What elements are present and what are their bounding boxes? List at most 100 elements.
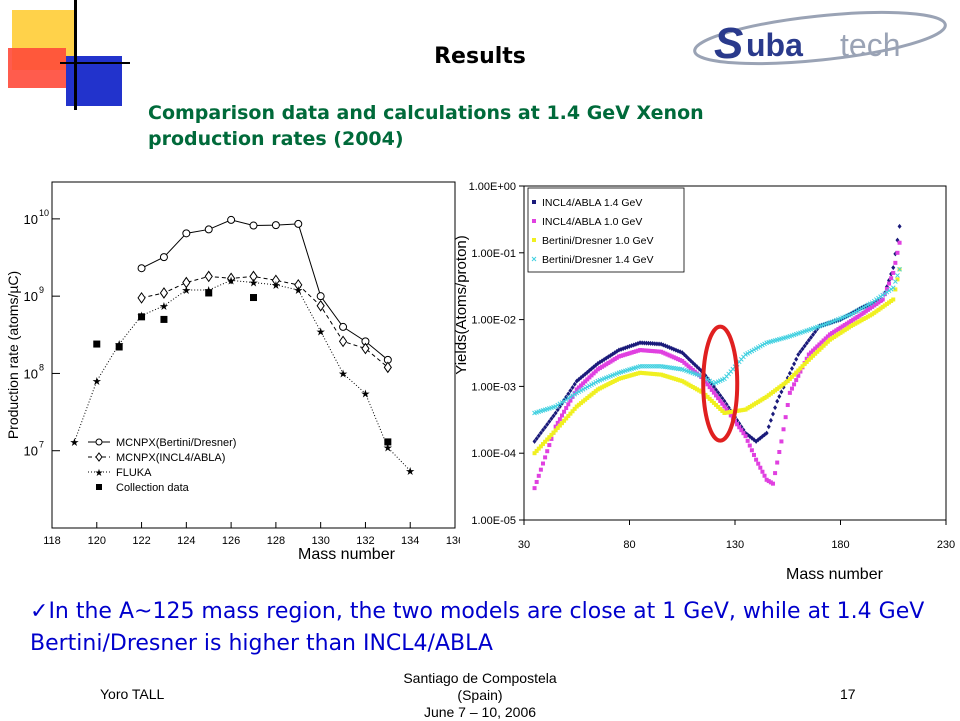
left-point [250, 294, 257, 302]
right-chart-xlabel: Mass number [786, 566, 883, 583]
right-series-1 [532, 240, 902, 491]
right-point [566, 402, 571, 407]
right-point [857, 313, 862, 318]
right-point [540, 461, 545, 466]
left-legend-label: MCNPX(Bertini/Dresner) [116, 437, 236, 449]
right-point [625, 344, 630, 350]
right-point [724, 401, 729, 407]
right-point [585, 377, 590, 382]
left-point: ★ [271, 280, 281, 292]
right-point [650, 371, 655, 376]
right-point [891, 297, 896, 302]
right-point [652, 349, 657, 354]
right-point [627, 351, 632, 356]
left-point [249, 221, 258, 230]
left-point [227, 215, 236, 224]
right-point [781, 427, 786, 432]
right-point [563, 397, 569, 403]
right-y-tick-label: 1.00E-01 [471, 248, 516, 260]
right-point [716, 390, 721, 396]
right-point [661, 373, 666, 378]
svg-text:S: S [714, 19, 743, 68]
right-point [783, 380, 788, 385]
right-point [741, 431, 746, 436]
right-point [680, 379, 685, 384]
right-point [817, 342, 822, 347]
right-point [608, 359, 613, 364]
right-point [813, 329, 818, 335]
right-point [711, 390, 716, 395]
right-point [874, 301, 879, 306]
left-point [316, 299, 325, 312]
right-point [764, 430, 769, 436]
footer-center: Santiago de Compostela (Spain) June 7 – … [380, 670, 580, 721]
left-point: ★ [226, 275, 236, 287]
right-point [612, 378, 617, 383]
right-point [787, 376, 792, 381]
right-point [676, 377, 681, 382]
right-point [779, 439, 784, 444]
right-point [555, 407, 560, 413]
right-point [747, 433, 752, 439]
left-point [271, 274, 280, 287]
right-point [565, 395, 571, 401]
right-point [568, 411, 573, 416]
right-point [720, 408, 725, 413]
right-point [836, 332, 841, 337]
subatech-logo: S uba tech [690, 0, 950, 80]
right-point [644, 340, 649, 346]
right-point [650, 349, 655, 354]
right-point [549, 436, 554, 441]
left-point [160, 315, 168, 323]
right-point [737, 421, 742, 427]
right-point [604, 362, 609, 367]
left-legend-marker [95, 452, 103, 462]
right-point [827, 332, 832, 337]
right-point [705, 382, 710, 387]
right-point [718, 406, 723, 411]
left-point: ★ [405, 466, 415, 478]
right-point [895, 273, 900, 278]
right-point [787, 390, 792, 395]
right-point [564, 416, 569, 421]
right-point [766, 393, 771, 398]
right-point [602, 363, 607, 368]
right-point [813, 351, 818, 356]
right-point [730, 409, 735, 414]
right-point [747, 443, 752, 448]
left-point [182, 276, 191, 289]
right-point [648, 348, 653, 353]
right-point [667, 353, 672, 358]
right-point [564, 406, 569, 411]
right-point [678, 378, 683, 383]
right-point [568, 394, 573, 400]
right-point [591, 371, 596, 376]
left-series-line [141, 275, 389, 368]
right-point [578, 401, 583, 406]
right-legend-label: INCL4/ABLA 1.4 GeV [542, 197, 642, 209]
left-x-tick-label: 122 [132, 535, 150, 547]
right-point [652, 341, 657, 347]
left-point [294, 219, 303, 228]
right-point [777, 385, 782, 390]
right-point [593, 389, 598, 394]
right-point [545, 449, 550, 454]
right-point [638, 370, 643, 375]
right-point [671, 355, 676, 360]
right-point [633, 371, 638, 376]
right-point [642, 371, 647, 376]
right-point [547, 443, 552, 448]
right-point [654, 341, 659, 347]
right-point [566, 391, 571, 397]
right-point [868, 313, 873, 318]
right-point [787, 370, 792, 376]
right-point [891, 270, 896, 275]
left-series-line [141, 219, 389, 361]
right-point [690, 367, 695, 372]
right-point [629, 373, 634, 378]
left-point [338, 335, 348, 348]
check-icon: ✓ [30, 599, 49, 624]
right-point [532, 438, 537, 444]
right-point [775, 398, 780, 404]
left-y-tick-exponent: 9 [39, 285, 44, 295]
